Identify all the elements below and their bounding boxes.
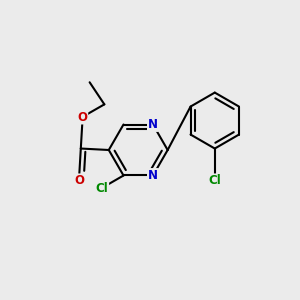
Text: Cl: Cl bbox=[208, 174, 221, 188]
Text: O: O bbox=[74, 174, 84, 188]
Text: O: O bbox=[77, 110, 87, 124]
Text: Cl: Cl bbox=[95, 182, 108, 194]
Text: N: N bbox=[148, 118, 158, 131]
Text: N: N bbox=[148, 169, 158, 182]
